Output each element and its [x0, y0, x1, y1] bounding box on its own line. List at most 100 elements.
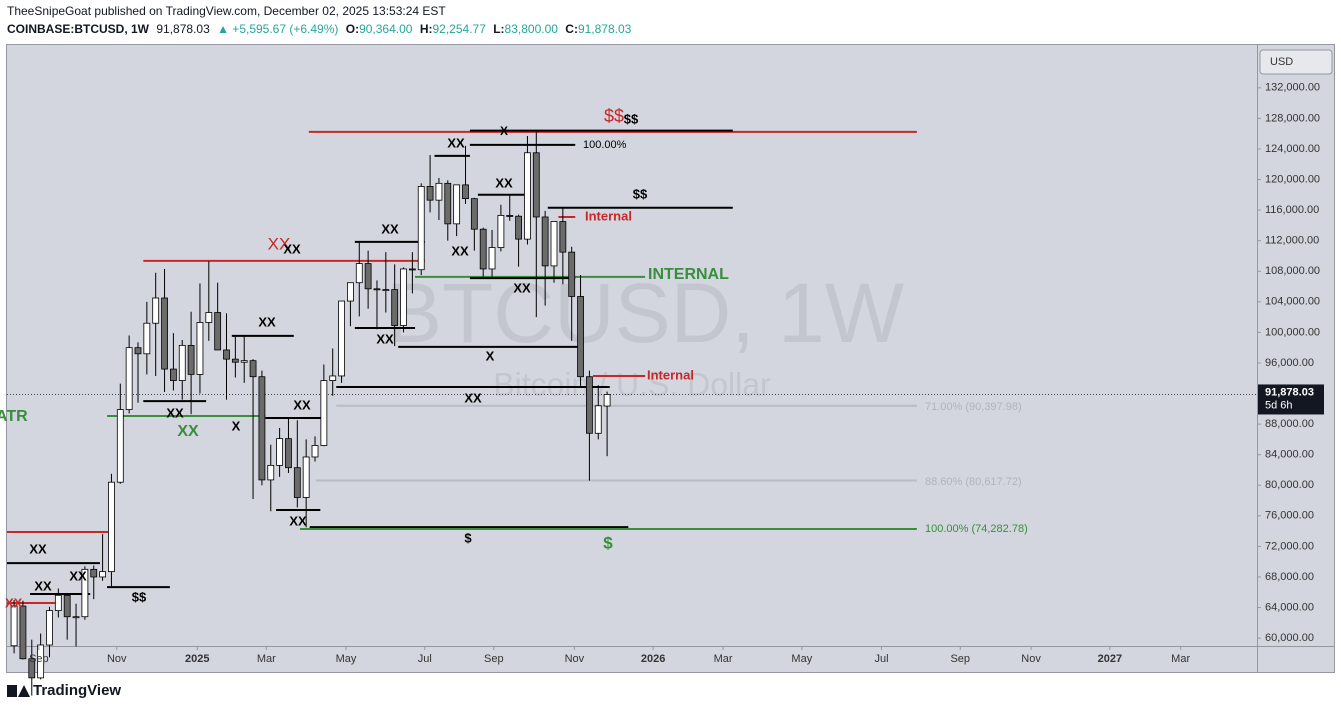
currency-button[interactable] [1259, 49, 1333, 75]
candle-body [196, 322, 204, 375]
x-tick-label: Mar [714, 653, 733, 665]
annotation: XX [495, 175, 513, 190]
candle-body [417, 186, 425, 271]
candle-body [408, 268, 416, 271]
candle-body [603, 394, 611, 407]
x-tick-label: Sep [950, 653, 970, 665]
x-tick-label: Nov [1021, 653, 1041, 665]
x-tick-label: Jul [874, 653, 888, 665]
watermark: BTCUSD, 1W [386, 266, 904, 360]
annotation: 88.60% (80,617.72) [925, 476, 1022, 488]
ohlc-label: H: [420, 22, 433, 36]
y-tick-label: 108,000.00 [1265, 265, 1320, 277]
y-tick-label: 100,000.00 [1265, 326, 1320, 338]
candle-body [214, 312, 222, 351]
x-tick-label: Sep [484, 653, 504, 665]
change: ▲ +5,595.67 (+6.49%) [217, 22, 338, 36]
candle-body [400, 268, 407, 326]
candle-body [28, 658, 36, 679]
annotation: $$ [132, 589, 147, 604]
candle-body [276, 438, 284, 466]
candle-body [541, 216, 549, 267]
x-tick-label: Sep [29, 653, 49, 665]
ohlc-value: 90,364.00 [359, 22, 413, 36]
ohlc-value: 91,878.03 [578, 22, 632, 36]
candle-body [116, 409, 124, 483]
candle-body [161, 297, 168, 370]
candle-body [302, 456, 310, 498]
annotation: $$ [633, 186, 648, 201]
y-tick-label: 128,000.00 [1265, 112, 1320, 124]
candle-body [524, 152, 531, 240]
candle-body [187, 344, 195, 375]
annotation: $ [603, 533, 613, 552]
candle-body [373, 288, 381, 291]
candle-body [108, 481, 115, 573]
annotation: $ [464, 530, 472, 545]
ohlc-label: O: [346, 22, 359, 36]
y-tick-label: 96,000.00 [1265, 357, 1314, 369]
candle-body [37, 644, 45, 679]
annotation: $$ [624, 111, 639, 126]
candle-body [559, 221, 567, 253]
annotation: XX [289, 513, 307, 528]
candle-body [391, 289, 399, 326]
candle-body [347, 282, 354, 302]
y-tick-label: 112,000.00 [1265, 235, 1319, 247]
x-tick-label: Mar [1171, 653, 1190, 665]
annotation: XX [447, 135, 465, 150]
y-tick-label: 64,000.00 [1265, 601, 1314, 613]
y-tick-label: 72,000.00 [1265, 540, 1314, 552]
annotation: 100.00% [583, 139, 627, 151]
candle-body [470, 198, 478, 230]
candle-body [550, 221, 558, 267]
candle-body [444, 182, 452, 225]
annotation: XX [293, 397, 311, 412]
y-tick-label: 120,000.00 [1265, 173, 1320, 185]
brand: TradingView [33, 682, 121, 699]
candle-body [19, 605, 27, 660]
y-tick-label: 124,000.00 [1265, 143, 1320, 155]
candle-body [426, 186, 434, 201]
y-tick-label: 84,000.00 [1265, 449, 1314, 461]
watermark-sub: Bitcoin / U.S. Dollar [493, 366, 771, 402]
annotation: XX [268, 234, 291, 253]
candle-body [81, 568, 89, 618]
candle-body [249, 360, 257, 378]
y-tick-label: 68,000.00 [1265, 571, 1314, 583]
currency[interactable]: USD [1270, 56, 1293, 68]
candle-body [99, 571, 106, 578]
x-tick-label: Nov [107, 653, 127, 665]
candle-body [285, 438, 292, 469]
candle-body [462, 184, 469, 200]
last-price-label: 91,878.03 [1265, 386, 1314, 398]
candle-body [320, 380, 328, 446]
annotation: INTERNAL [648, 266, 729, 283]
annotation: XX [69, 568, 87, 583]
candle-body [169, 368, 177, 381]
candle-body [577, 296, 584, 378]
candle-body [338, 300, 345, 377]
y-tick-label: 60,000.00 [1265, 632, 1314, 644]
annotation: XX [513, 280, 531, 295]
annotation: XX [283, 241, 301, 256]
candle-body [223, 349, 230, 360]
ohlc-label: C: [565, 22, 578, 36]
candle-body [267, 464, 275, 481]
candle-body [240, 360, 248, 363]
annotation: XX [34, 578, 52, 593]
candle-body [488, 247, 496, 270]
candle-body [497, 215, 505, 248]
ohlc-label: L: [493, 22, 504, 36]
candle-body [532, 152, 540, 218]
candle-body [435, 182, 443, 201]
x-tick-label: Jul [418, 653, 432, 665]
annotation: XX [166, 405, 184, 420]
ohlc-value: 83,800.00 [505, 22, 559, 36]
annotation: XX [451, 243, 469, 258]
candle-body [134, 347, 142, 355]
y-tick-label: 80,000.00 [1265, 479, 1314, 491]
candle-body [258, 376, 266, 481]
